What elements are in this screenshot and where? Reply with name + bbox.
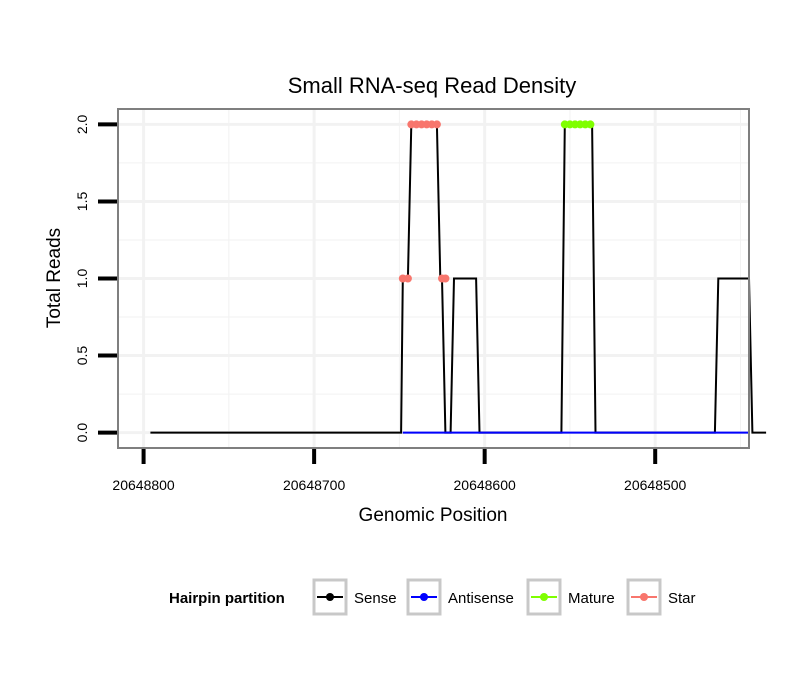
point-mature — [586, 120, 595, 129]
series-layer — [150, 120, 767, 434]
legend-key-point — [640, 593, 648, 601]
y-tick-label: 0.0 — [74, 423, 90, 443]
x-axis: 20648800 20648700 20648600 20648500 — [112, 449, 687, 493]
y-tick-label: 2.0 — [74, 114, 90, 134]
legend-label: Mature — [568, 590, 615, 607]
point-star — [403, 274, 412, 283]
legend-key-point — [540, 593, 548, 601]
x-axis-title: Genomic Position — [359, 505, 508, 526]
legend-key-point — [326, 593, 334, 601]
point-star — [432, 120, 441, 129]
legend-title: Hairpin partition — [169, 590, 285, 607]
y-tick-label: 1.5 — [74, 192, 90, 212]
chart-title: Small RNA-seq Read Density — [288, 73, 577, 98]
point-star — [441, 274, 450, 283]
y-tick-label: 1.0 — [74, 269, 90, 289]
legend-key-point — [420, 593, 428, 601]
legend-item-star: Star — [626, 578, 696, 616]
y-tick-label: 0.5 — [74, 346, 90, 366]
x-tick-label: 20648700 — [283, 477, 346, 493]
legend-label: Antisense — [448, 590, 514, 607]
legend-item-sense: Sense — [312, 578, 397, 616]
x-tick-label: 20648500 — [624, 477, 687, 493]
plot-panel — [117, 108, 750, 449]
x-tick-label: 20648600 — [454, 477, 517, 493]
grid — [118, 109, 749, 448]
legend-item-antisense: Antisense — [406, 578, 514, 616]
legend-label: Sense — [354, 590, 397, 607]
y-axis-title: Total Reads — [44, 228, 65, 328]
legend: Hairpin partition Sense Antisense Mature St… — [169, 578, 696, 616]
legend-item-mature: Mature — [526, 578, 615, 616]
legend-label: Star — [668, 590, 696, 607]
y-axis: 0.0 0.5 1.0 1.5 2.0 — [74, 114, 117, 442]
series-line-sense — [150, 123, 767, 434]
x-tick-label: 20648800 — [112, 477, 175, 493]
